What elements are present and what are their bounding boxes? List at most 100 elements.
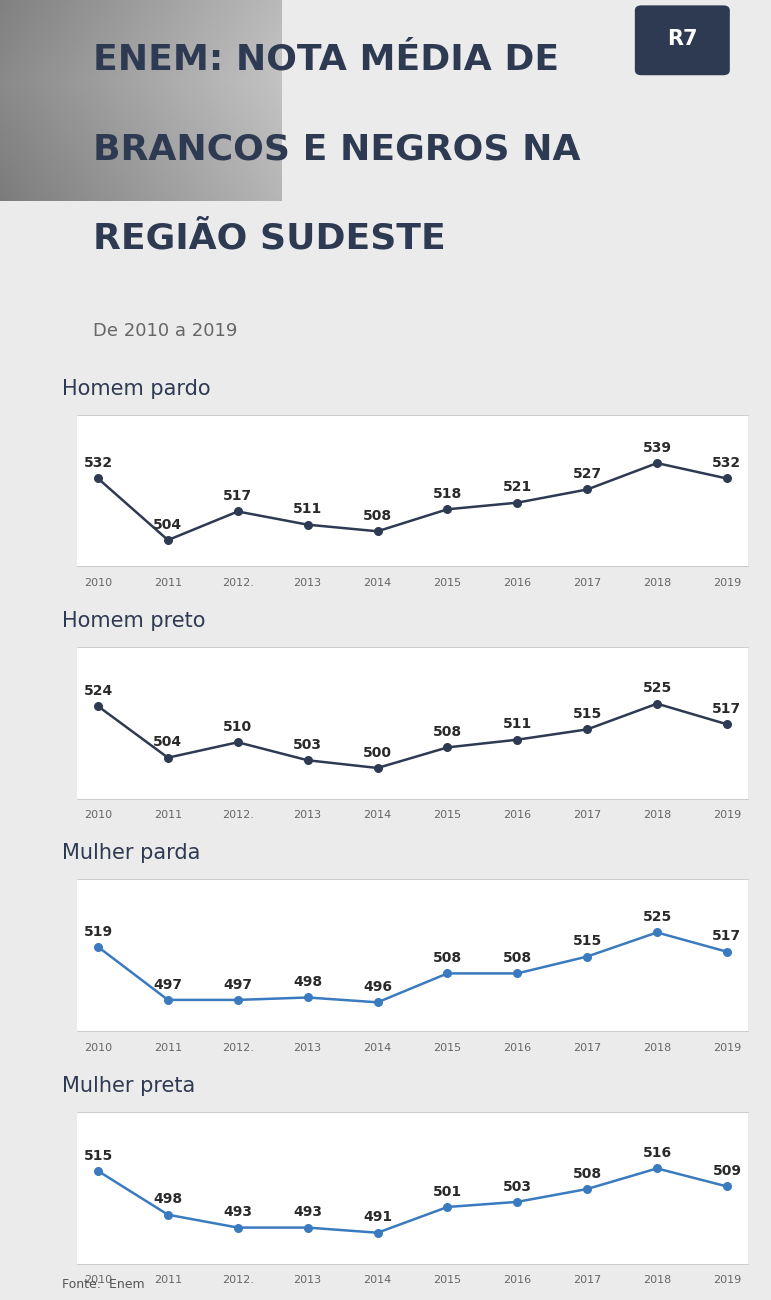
Text: 515: 515 [573, 707, 602, 722]
Text: 493: 493 [224, 1205, 252, 1219]
Point [92, 936, 104, 957]
Text: 2018: 2018 [643, 1275, 672, 1286]
Point [301, 987, 314, 1008]
Text: 509: 509 [712, 1164, 742, 1178]
Text: 496: 496 [363, 980, 392, 995]
Point [511, 729, 524, 750]
Text: 508: 508 [433, 725, 462, 740]
Point [372, 521, 384, 542]
Text: 525: 525 [642, 910, 672, 924]
Text: 498: 498 [293, 975, 322, 989]
Text: Mulher preta: Mulher preta [62, 1076, 195, 1096]
Text: 517: 517 [224, 489, 252, 503]
Point [372, 1222, 384, 1243]
Point [92, 696, 104, 716]
Text: 2013: 2013 [294, 810, 322, 820]
Text: 511: 511 [503, 718, 532, 732]
Text: 2019: 2019 [712, 1275, 741, 1286]
Text: 2013: 2013 [294, 1275, 322, 1286]
Text: 508: 508 [503, 952, 532, 965]
Point [92, 1161, 104, 1182]
Text: 2014: 2014 [363, 1043, 392, 1053]
Text: 510: 510 [224, 720, 252, 734]
Text: 2013: 2013 [294, 1043, 322, 1053]
Text: 2012.: 2012. [222, 810, 254, 820]
Text: Fonte:  Enem: Fonte: Enem [62, 1278, 144, 1291]
Text: 2019: 2019 [712, 1043, 741, 1053]
Text: Mulher parda: Mulher parda [62, 844, 200, 863]
Point [721, 468, 733, 489]
Point [372, 992, 384, 1013]
Text: 525: 525 [642, 681, 672, 696]
Text: 501: 501 [433, 1184, 462, 1199]
Text: 2019: 2019 [712, 810, 741, 820]
FancyBboxPatch shape [635, 5, 730, 75]
Text: 2015: 2015 [433, 1043, 462, 1053]
Point [162, 747, 174, 768]
Point [721, 941, 733, 962]
Text: 2014: 2014 [363, 810, 392, 820]
Text: 521: 521 [503, 480, 532, 494]
Text: 2012.: 2012. [222, 578, 254, 588]
Point [651, 922, 663, 942]
Text: 527: 527 [573, 467, 601, 481]
Text: 2016: 2016 [503, 810, 531, 820]
Point [581, 946, 594, 967]
Text: 516: 516 [642, 1147, 672, 1160]
Text: Homem preto: Homem preto [62, 611, 205, 630]
Point [651, 452, 663, 473]
Text: 491: 491 [363, 1210, 392, 1225]
Text: 2010: 2010 [84, 1275, 112, 1286]
Point [441, 1196, 453, 1217]
Text: 2010: 2010 [84, 1043, 112, 1053]
Text: 2010: 2010 [84, 810, 112, 820]
Text: 517: 517 [712, 930, 742, 944]
Point [581, 1179, 594, 1200]
Text: 503: 503 [503, 1179, 532, 1193]
Point [301, 515, 314, 536]
Text: 2017: 2017 [573, 1275, 601, 1286]
Text: 2011: 2011 [154, 1275, 182, 1286]
Text: REGIÃO SUDESTE: REGIÃO SUDESTE [93, 222, 446, 256]
Text: 2011: 2011 [154, 1043, 182, 1053]
Text: 2018: 2018 [643, 578, 672, 588]
Point [721, 1176, 733, 1197]
Point [511, 963, 524, 984]
Point [162, 529, 174, 550]
Point [372, 758, 384, 779]
Text: 2018: 2018 [643, 1043, 672, 1053]
Point [581, 719, 594, 740]
Point [581, 480, 594, 500]
Text: 2014: 2014 [363, 1275, 392, 1286]
Text: 515: 515 [83, 1149, 113, 1162]
Text: 498: 498 [153, 1192, 183, 1206]
Point [511, 493, 524, 514]
Text: 2011: 2011 [154, 810, 182, 820]
Text: Homem pardo: Homem pardo [62, 378, 210, 399]
Text: De 2010 a 2019: De 2010 a 2019 [93, 322, 237, 339]
Text: 532: 532 [83, 456, 113, 471]
Text: 2014: 2014 [363, 578, 392, 588]
Text: 2012.: 2012. [222, 1275, 254, 1286]
Point [231, 1217, 244, 1238]
Text: 2012.: 2012. [222, 1043, 254, 1053]
Text: 504: 504 [153, 736, 183, 749]
Text: 497: 497 [224, 978, 252, 992]
Text: 500: 500 [363, 746, 392, 759]
Point [441, 737, 453, 758]
Point [92, 468, 104, 489]
Point [441, 499, 453, 520]
Text: 493: 493 [293, 1205, 322, 1219]
Text: 2015: 2015 [433, 1275, 462, 1286]
Text: 504: 504 [153, 517, 183, 532]
Point [231, 732, 244, 753]
Text: 2015: 2015 [433, 810, 462, 820]
Point [301, 1217, 314, 1238]
Text: 524: 524 [83, 684, 113, 698]
Text: 511: 511 [293, 502, 322, 516]
Text: 2015: 2015 [433, 578, 462, 588]
Text: 532: 532 [712, 456, 742, 471]
Text: 508: 508 [573, 1166, 601, 1180]
Text: 508: 508 [433, 952, 462, 965]
Point [231, 989, 244, 1010]
